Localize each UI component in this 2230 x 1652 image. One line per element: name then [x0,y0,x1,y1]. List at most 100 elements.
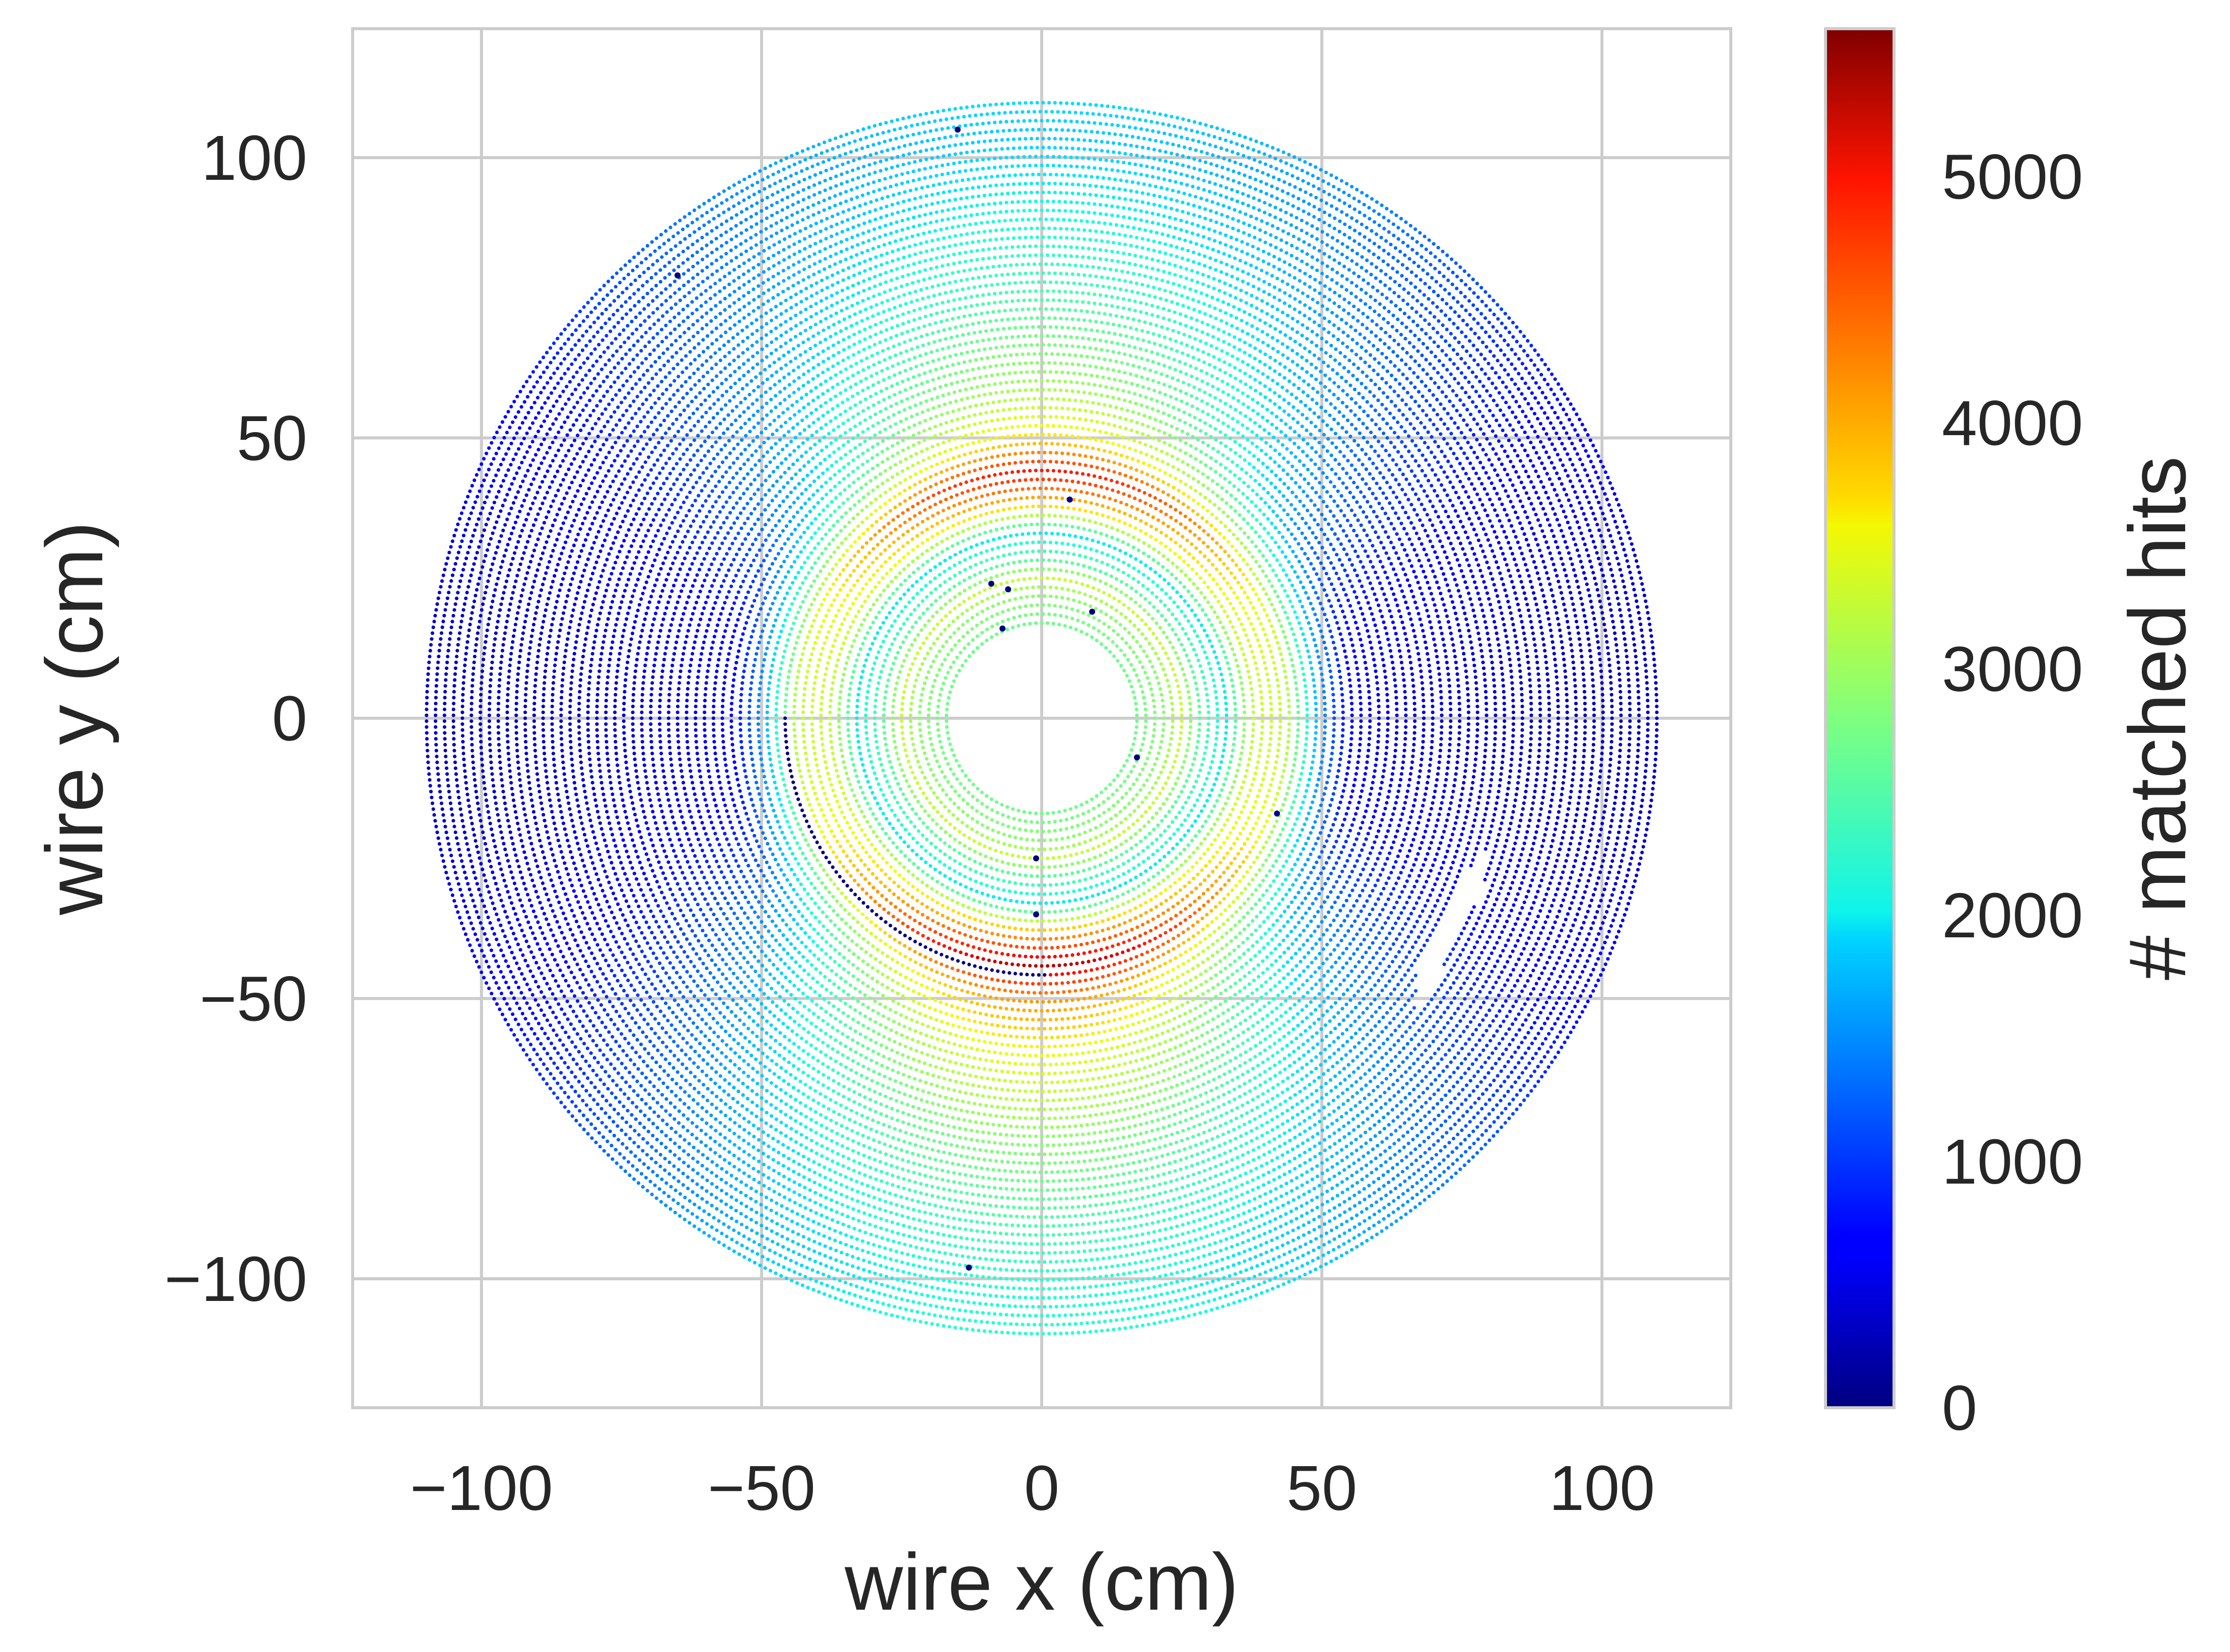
wire-point [1182,648,1186,652]
wire-point [785,591,789,595]
wire-point [963,589,966,592]
wire-point [752,630,755,633]
wire-point [1025,892,1029,896]
wire-point [881,857,885,860]
wire-point [1145,778,1148,782]
wire-point [902,774,906,777]
wire-point [932,773,935,777]
wire-point [1222,592,1226,595]
wire-point [1007,507,1011,511]
wire-point [856,565,859,568]
wire-point [861,913,864,916]
wire-point [1191,670,1194,673]
wire-point [1122,830,1126,834]
wire-point [1053,433,1057,437]
wire-point [1208,794,1211,797]
wire-point [1233,702,1237,705]
wire-point [798,847,801,850]
wire-point [1286,746,1290,749]
wire-point [973,583,977,587]
wire-point [1291,584,1294,587]
wire-point [1151,693,1154,697]
wire-point [769,764,773,767]
wire-point [1091,447,1095,450]
wire-point [1116,865,1120,868]
wire-point [1157,518,1160,522]
wire-point [838,628,841,632]
wire-point [1287,699,1291,702]
wire-point [1143,501,1147,505]
wire-point [816,636,819,639]
wire-point [794,746,797,749]
wire-point [802,786,806,790]
wire-point [824,886,828,889]
wire-point [888,888,891,892]
wire-point [909,978,913,982]
wire-point [1175,566,1179,569]
wire-point [801,728,805,732]
wire-point [954,485,957,488]
wire-point [795,792,798,795]
wire-point [977,993,981,997]
wire-point [1244,775,1247,778]
wire-point [1257,754,1261,758]
wire-point [1053,568,1057,572]
wire-point [865,505,868,508]
wire-point [852,584,856,587]
wire-point [1249,789,1252,792]
wire-point [1176,605,1180,608]
wire-point [1305,817,1309,820]
wire-point [1234,714,1237,717]
wire-point [956,541,960,545]
wire-point [828,655,831,659]
wire-point [1113,886,1117,890]
wire-point [1185,538,1189,542]
wire-point [1076,998,1080,1001]
wire-point [741,675,745,679]
wire-point [1149,535,1153,538]
wire-point [849,589,853,592]
wire-point [1101,975,1105,979]
wire-point [997,942,1001,946]
wire-point [958,582,961,585]
wire-point [806,843,810,847]
wire-point [880,917,883,920]
wire-point [884,832,888,836]
wire-point [1179,953,1182,957]
wire-point [1192,499,1195,502]
wire-point [1162,490,1165,494]
wire-point [1002,462,1005,466]
wire-point [790,565,793,569]
wire-point [1151,591,1154,595]
wire-point [901,984,905,988]
wire-point [1103,495,1106,499]
wire-point [1174,577,1178,580]
wire-point [1179,702,1183,705]
wire-point [1056,901,1060,904]
wire-point [930,908,934,912]
wire-point [968,508,971,511]
wire-point [903,499,907,503]
wire-point [1189,947,1192,951]
wire-point [851,813,855,816]
wire-point [1247,763,1250,767]
wire-point [1191,865,1194,869]
wire-point [1196,740,1200,743]
wire-point [763,775,766,778]
wire-point [905,679,909,682]
wire-point [896,451,900,455]
wire-point [929,948,932,951]
wire-point [857,629,861,632]
wire-point [1145,960,1149,963]
wire-point [840,647,843,651]
wire-point [1273,843,1277,847]
wire-point [917,829,920,833]
wire-point [1114,452,1118,455]
wire-point [904,684,907,688]
wire-point [776,690,779,694]
wire-point [1142,649,1145,653]
wire-point [933,930,937,934]
wire-point [792,705,796,708]
wire-point [1259,743,1263,746]
wire-point [925,838,928,841]
